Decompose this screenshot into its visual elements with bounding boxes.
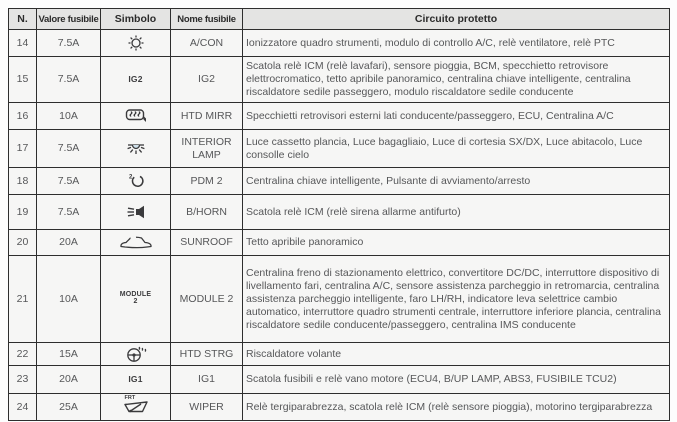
- fuse-number: 22: [8, 342, 37, 366]
- fuse-number: 16: [8, 102, 37, 130]
- fuse-rating: 20A: [36, 365, 101, 394]
- table-row-fuse-19: 19 7.5A B/HORN Scatola relè ICM (relè si…: [8, 194, 670, 230]
- header-name: Nome fusibile: [170, 8, 243, 30]
- fuse-name: HTD MIRR: [170, 102, 243, 130]
- fuse-name: MODULE 2: [170, 255, 243, 343]
- fuse-name: WIPER: [170, 393, 243, 421]
- table-row-fuse-21: 21 10A MODULE 2 MODULE 2 Centralina fren…: [8, 255, 670, 343]
- fuse-name: HTD STRG: [170, 342, 243, 366]
- protected-circuit: Tetto apribile panoramico: [242, 229, 670, 256]
- header-circuit: Circuito protetto: [242, 8, 670, 30]
- fuse-rating: 25A: [36, 393, 101, 421]
- protected-circuit: Relè tergiparabrezza, scatola relè ICM (…: [242, 393, 670, 421]
- fuse-number: 23: [8, 365, 37, 394]
- module-2-symbol-text: MODULE 2: [119, 291, 152, 305]
- interior-lamp-icon: [124, 141, 148, 157]
- fuse-rating: 7.5A: [36, 129, 101, 168]
- protected-circuit: Scatola fusibili e relè vano motore (ECU…: [242, 365, 670, 394]
- header-value: Valore fusibile: [36, 8, 101, 30]
- fuse-number: 17: [8, 129, 37, 168]
- table-row-fuse-14: 14 7.5A A/CON Ionizzatore q: [8, 29, 670, 57]
- fuse-number: 15: [8, 56, 37, 103]
- ig2-symbol-text: IG2: [128, 74, 143, 84]
- protected-circuit: Luce cassetto plancia, Luce bagagliaio, …: [242, 129, 670, 168]
- table-row-fuse-22: 22 15A: [8, 342, 670, 366]
- table-row-fuse-23: 23 20A IG1 IG1 Scatola fusibili e relè v…: [8, 365, 670, 394]
- horn-icon: [124, 204, 148, 220]
- protected-circuit: Riscaldatore volante: [242, 342, 670, 366]
- fuse-number: 18: [8, 167, 37, 195]
- fuse-number: 19: [8, 194, 37, 230]
- fuse-rating: 7.5A: [36, 167, 101, 195]
- fuse-rating: 10A: [36, 255, 101, 343]
- fuse-name: A/CON: [170, 29, 243, 57]
- front-wiper-icon: FRT: [123, 395, 149, 418]
- table-row-fuse-18: 18 7.5A 2 PDM 2 Centralina chiave intell…: [8, 167, 670, 195]
- fuse-name: SUNROOF: [170, 229, 243, 256]
- fuse-name: INTERIOR LAMP: [170, 129, 243, 168]
- fuse-number: 24: [8, 393, 37, 421]
- fuse-rating: 7.5A: [36, 56, 101, 103]
- fuse-name: IG2: [170, 56, 243, 103]
- protected-circuit: Scatola relè ICM (relè lavafari), sensor…: [242, 56, 670, 103]
- fuse-rating: 7.5A: [36, 194, 101, 230]
- fuse-name: IG1: [170, 365, 243, 394]
- protected-circuit: Centralina chiave intelligente, Pulsante…: [242, 167, 670, 195]
- svg-text:2: 2: [129, 175, 133, 181]
- protected-circuit: Scatola relè ICM (relè sirena allarme an…: [242, 194, 670, 230]
- fuse-box-table: N. Valore fusibile Simbolo Nome fusibile…: [8, 8, 670, 421]
- fuse-rating: 10A: [36, 102, 101, 130]
- fuse-rating: 20A: [36, 229, 101, 256]
- fuse-number: 21: [8, 255, 37, 343]
- fuse-rating: 7.5A: [36, 29, 101, 57]
- protected-circuit: Ionizzatore quadro strumenti, modulo di …: [242, 29, 670, 57]
- protected-circuit: Centralina freno di stazionamento elettr…: [242, 255, 670, 343]
- heated-mirror-icon: [124, 108, 148, 125]
- header-num: N.: [8, 8, 37, 30]
- table-row-fuse-15: 15 7.5A IG2 IG2 Scatola relè ICM (relè l…: [8, 56, 670, 103]
- header-symbol: Simbolo: [100, 8, 171, 30]
- heated-steering-wheel-icon: [125, 345, 147, 363]
- ig1-symbol-text: IG1: [128, 374, 143, 384]
- ionizer-icon: [126, 34, 146, 52]
- header-row: N. Valore fusibile Simbolo Nome fusibile…: [8, 8, 670, 30]
- table-row-fuse-20: 20 20A SUNROOF Tetto apribile panoramico: [8, 229, 670, 256]
- table-row-fuse-17: 17 7.5A: [8, 129, 670, 168]
- fuse-name: PDM 2: [170, 167, 243, 195]
- fuse-number: 20: [8, 229, 37, 256]
- sunroof-car-icon: [119, 235, 153, 250]
- fuse-number: 14: [8, 29, 37, 57]
- fuse-rating: 15A: [36, 342, 101, 366]
- fuse-name: B/HORN: [170, 194, 243, 230]
- table-row-fuse-24: 24 25A FRT WIPER Relè tergiparabrezza, s…: [8, 393, 670, 421]
- protected-circuit: Specchietti retrovisori esterni lati con…: [242, 102, 670, 130]
- key-power-2-icon: 2: [124, 172, 148, 190]
- table-row-fuse-16: 16 10A HTD MIRR Specchietti r: [8, 102, 670, 130]
